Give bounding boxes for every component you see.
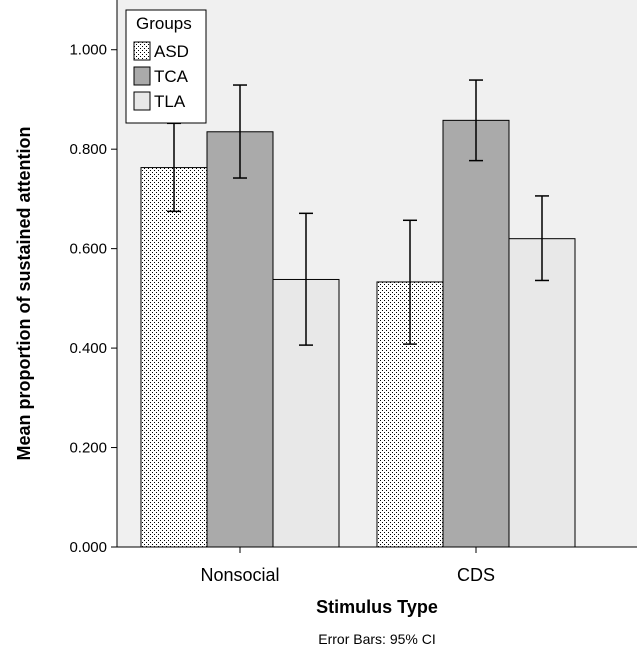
bar-tca-nonsocial (206, 131, 274, 548)
error-bars-note: Error Bars: 95% CI (318, 631, 435, 647)
y-tick-label: 0.600 (69, 241, 107, 258)
y-axis-label: Mean proportion of sustained attention (14, 127, 34, 461)
legend-item-tca: TCA (133, 66, 189, 86)
legend: Groups ASD TCA TLA (125, 9, 207, 124)
bar-tla-cds (508, 238, 576, 548)
bar-tca-cds (442, 119, 510, 548)
error-bar-tca-cds (469, 79, 483, 162)
error-bar-tla-nonsocial (299, 212, 313, 346)
error-bar-tla-cds (535, 195, 549, 282)
error-bar-asd-cds (403, 219, 417, 345)
y-tick-label: 1.000 (69, 42, 107, 59)
y-tick-label: 0.400 (69, 340, 107, 357)
legend-label: ASD (154, 42, 189, 61)
legend-title: Groups (136, 14, 192, 33)
legend-label: TLA (154, 92, 186, 111)
legend-swatch (133, 41, 151, 61)
bar-asd-nonsocial (140, 167, 208, 548)
bars-layer (140, 119, 576, 548)
x-axis-label: Stimulus Type (316, 597, 438, 617)
x-tick-label: CDS (457, 565, 495, 585)
error-bar-tca-nonsocial (233, 84, 247, 179)
x-tick-label: Nonsocial (200, 565, 279, 585)
legend-label: TCA (154, 67, 189, 86)
legend-item-tla: TLA (133, 91, 186, 111)
y-tick-label: 0.800 (69, 141, 107, 158)
legend-swatch (133, 66, 151, 86)
y-tick-label: 0.000 (69, 539, 107, 556)
legend-items: ASD TCA TLA (133, 41, 189, 111)
x-axis-ticks: Nonsocial CDS (200, 547, 495, 585)
legend-swatch (133, 91, 151, 111)
y-axis-ticks: 0.000 0.200 0.400 0.600 0.800 1.000 (69, 42, 117, 556)
y-tick-label: 0.200 (69, 440, 107, 457)
legend-item-asd: ASD (133, 41, 189, 61)
